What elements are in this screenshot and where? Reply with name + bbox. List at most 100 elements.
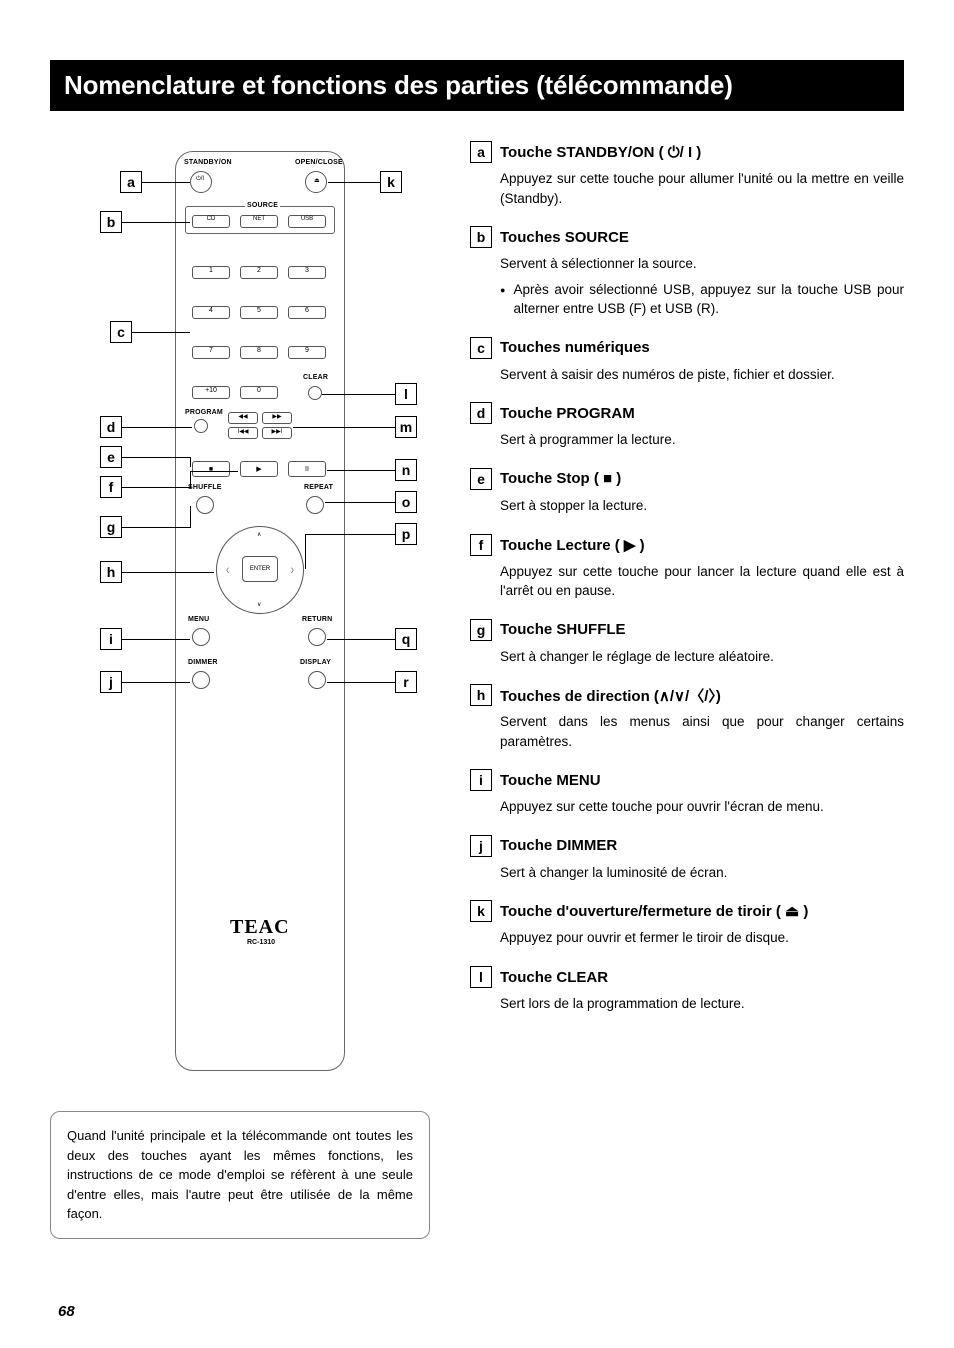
- item-title: Touche Lecture ( ▶ ): [500, 536, 645, 554]
- btn-return: [308, 628, 326, 646]
- btn-p10: +10: [192, 386, 230, 399]
- btn-0: 0: [240, 386, 278, 399]
- item-key-box: h: [470, 684, 492, 706]
- btn-program: [194, 419, 208, 433]
- item-g: gTouche SHUFFLESert à changer le réglage…: [470, 619, 904, 667]
- btn-2: 2: [240, 266, 278, 279]
- page-title: Nomenclature et fonctions des parties (t…: [50, 60, 904, 111]
- btn-7: 7: [192, 346, 230, 359]
- item-desc: Sert à programmer la lecture.: [500, 430, 904, 450]
- btn-shuffle: [196, 496, 214, 514]
- item-key-box: e: [470, 468, 492, 490]
- item-key-box: f: [470, 534, 492, 556]
- item-title: Touche d'ouverture/fermeture de tiroir (…: [500, 902, 808, 920]
- brand-logo: TEAC: [230, 916, 290, 939]
- label-shuffle: SHUFFLE: [188, 484, 222, 491]
- btn-stop: ■: [192, 461, 230, 477]
- item-key-box: l: [470, 966, 492, 988]
- item-b: bTouches SOURCE Servent à sélectionner la…: [470, 226, 904, 319]
- note-box: Quand l'unité principale et la télécomma…: [50, 1111, 430, 1239]
- btn-4: 4: [192, 306, 230, 319]
- label-openclose: OPEN/CLOSE: [295, 159, 343, 166]
- btn-6: 6: [288, 306, 326, 319]
- item-title: Touche SHUFFLE: [500, 621, 626, 638]
- btn-standby: ⏻/I: [190, 171, 212, 193]
- callout-p: p: [395, 523, 417, 545]
- item-head: g Touche SHUFFLE: [470, 619, 904, 641]
- item-title: Touches numériques: [500, 339, 650, 356]
- callout-j: j: [100, 671, 122, 693]
- item-key-box: a: [470, 141, 492, 163]
- item-head: bTouches SOURCE: [470, 226, 904, 248]
- item-head: f Touche Lecture ( ▶ ): [470, 534, 904, 556]
- label-dimmer: DIMMER: [188, 659, 218, 666]
- item-f: f Touche Lecture ( ▶ ) Appuyez sur cette t…: [470, 534, 904, 601]
- label-display: DISPLAY: [300, 659, 331, 666]
- item-desc: Sert lors de la programmation de lecture…: [500, 994, 904, 1014]
- btn-menu: [192, 628, 210, 646]
- label-program: PROGRAM: [185, 409, 223, 416]
- item-desc: Appuyez sur cette touche pour allumer l'…: [500, 169, 904, 208]
- item-head: jTouche DIMMER: [470, 835, 904, 857]
- item-title: Touche Stop ( ■ ): [500, 470, 621, 487]
- callout-i: i: [100, 628, 122, 650]
- btn-8: 8: [240, 346, 278, 359]
- item-c: c Touches numériques Servent à saisir des …: [470, 337, 904, 385]
- label-clear: CLEAR: [303, 374, 328, 381]
- item-head: h Touches de direction (∧/∨/〈/〉): [470, 684, 904, 706]
- callout-e: e: [100, 446, 122, 468]
- item-desc: Servent à sélectionner la source.: [500, 254, 904, 274]
- right-column: aTouche STANDBY/ON ( ⏻/ I ) Appuyez sur c…: [470, 141, 904, 1239]
- btn-next: ▶▶I: [262, 427, 292, 439]
- model-number: RC-1310: [247, 939, 275, 946]
- item-head: kTouche d'ouverture/fermeture de tiroir …: [470, 900, 904, 922]
- item-desc: Servent dans les menus ainsi que pour ch…: [500, 712, 904, 751]
- item-j: jTouche DIMMERSert à changer la luminosi…: [470, 835, 904, 883]
- btn-prev: I◀◀: [228, 427, 258, 439]
- btn-net: NET: [240, 215, 278, 228]
- label-standby: STANDBY/ON: [184, 159, 232, 166]
- item-key-box: g: [470, 619, 492, 641]
- callout-o: o: [395, 491, 417, 513]
- callout-q: q: [395, 628, 417, 650]
- item-title: Touche CLEAR: [500, 969, 608, 986]
- item-title: Touche DIMMER: [500, 837, 617, 854]
- label-return: RETURN: [302, 616, 332, 623]
- callout-f: f: [100, 476, 122, 498]
- item-key-box: b: [470, 226, 492, 248]
- item-title: Touches de direction (∧/∨/〈/〉): [500, 685, 721, 706]
- item-head: aTouche STANDBY/ON ( ⏻/ I ): [470, 141, 904, 163]
- callout-n: n: [395, 459, 417, 481]
- btn-repeat: [306, 496, 324, 514]
- item-desc: Sert à stopper la lecture.: [500, 496, 904, 516]
- item-head: dTouche PROGRAM: [470, 402, 904, 424]
- item-i: iTouche MENU Appuyez sur cette touche pou…: [470, 769, 904, 817]
- item-desc: Appuyez sur cette touche pour lancer la …: [500, 562, 904, 601]
- btn-enter: ENTER: [242, 556, 278, 582]
- callout-k: k: [380, 171, 402, 193]
- callout-r: r: [395, 671, 417, 693]
- item-key-box: c: [470, 337, 492, 359]
- callout-h: h: [100, 561, 122, 583]
- item-desc: Servent à saisir des numéros de piste, f…: [500, 365, 904, 385]
- btn-ff: ▶▶: [262, 412, 292, 424]
- btn-5: 5: [240, 306, 278, 319]
- callout-d: d: [100, 416, 122, 438]
- label-menu: MENU: [188, 616, 209, 623]
- btn-clear: [308, 386, 322, 400]
- btn-rew: ◀◀: [228, 412, 258, 424]
- item-desc: Appuyez sur cette touche pour ouvrir l'é…: [500, 797, 904, 817]
- label-source: SOURCE: [245, 202, 280, 209]
- item-head: l Touche CLEAR: [470, 966, 904, 988]
- item-d: dTouche PROGRAM Sert à programmer la lect…: [470, 402, 904, 450]
- btn-play: ▶: [240, 461, 278, 477]
- item-title: Touche PROGRAM: [500, 405, 635, 422]
- callout-c: c: [110, 321, 132, 343]
- item-h: h Touches de direction (∧/∨/〈/〉) Servent d…: [470, 684, 904, 751]
- btn-dimmer: [192, 671, 210, 689]
- item-l: l Touche CLEAR Sert lors de la programmati…: [470, 966, 904, 1014]
- item-head: iTouche MENU: [470, 769, 904, 791]
- btn-cd: CD: [192, 215, 230, 228]
- callout-m: m: [395, 416, 417, 438]
- callout-a: a: [120, 171, 142, 193]
